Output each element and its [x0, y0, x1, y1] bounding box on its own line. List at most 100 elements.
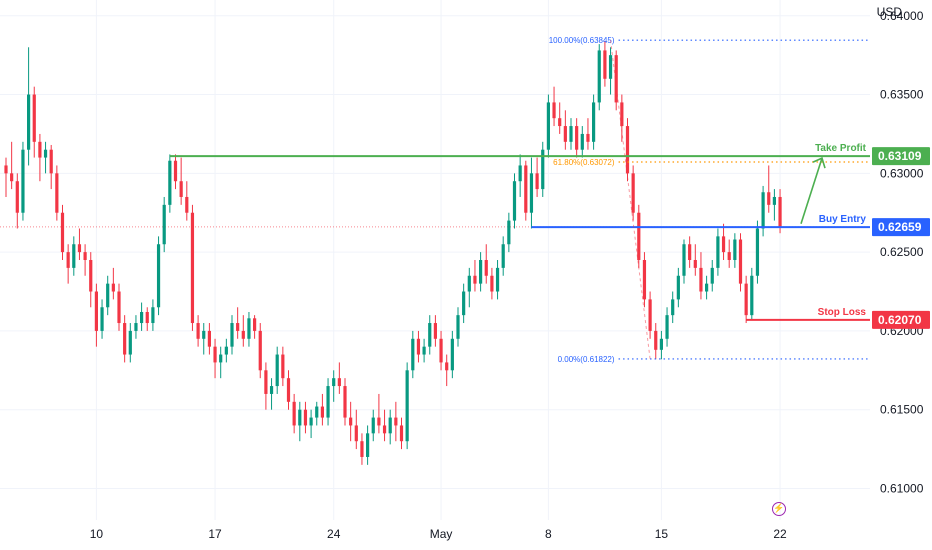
candle-body — [608, 55, 613, 79]
candle — [518, 154, 522, 197]
candle-body — [495, 267, 500, 292]
candle-body — [326, 386, 330, 418]
candle-body — [83, 252, 87, 260]
price-tick-label: 0.63500 — [880, 88, 924, 102]
candle-body — [450, 338, 454, 371]
candle — [614, 50, 618, 111]
time-axis[interactable]: 10 17 24 May 8 15 22 — [90, 527, 787, 541]
candle-body — [207, 330, 211, 347]
candle-body — [89, 260, 93, 292]
candle — [83, 244, 87, 276]
candle — [236, 307, 240, 339]
candle — [27, 47, 31, 166]
candle — [140, 302, 144, 331]
candle — [721, 223, 726, 260]
candle-body — [117, 291, 121, 324]
candle — [15, 173, 19, 229]
candle-body — [145, 312, 149, 324]
candle-body — [269, 386, 274, 394]
candle — [439, 330, 443, 371]
time-tick-label: 24 — [327, 527, 341, 541]
candle — [558, 102, 562, 134]
candle — [755, 220, 760, 284]
candle-body — [55, 173, 59, 213]
candle — [761, 185, 765, 237]
candle-body — [303, 409, 308, 426]
candle-body — [224, 346, 228, 355]
price-axis[interactable]: 0.640000.635000.630000.625000.620000.615… — [872, 9, 930, 496]
tradingview-logo-icon[interactable]: ⚡ — [772, 502, 786, 516]
candle — [377, 393, 381, 434]
candle — [337, 362, 341, 394]
candle-body — [467, 275, 471, 292]
candle-body — [38, 141, 42, 158]
candle — [608, 47, 613, 95]
candle — [247, 312, 251, 347]
candle-body — [66, 252, 70, 268]
candle — [179, 157, 183, 205]
candle-body — [507, 220, 511, 245]
candle-body — [388, 417, 392, 434]
candle-body — [196, 323, 200, 339]
candle — [94, 283, 98, 347]
candle-body — [676, 275, 680, 300]
candle — [123, 315, 127, 363]
level-badge: 0.62659 — [872, 218, 930, 237]
candle — [72, 236, 76, 276]
candle — [207, 323, 211, 355]
candle — [546, 94, 550, 158]
candle-body — [399, 425, 404, 442]
level-name: Buy Entry — [819, 214, 867, 225]
candle-body — [512, 181, 517, 221]
candle-body — [479, 260, 483, 284]
candle-body — [27, 94, 31, 150]
candle — [258, 323, 262, 379]
candle — [750, 267, 754, 320]
candle-body — [72, 244, 76, 268]
candle — [332, 370, 336, 402]
candle — [495, 260, 500, 300]
candle — [10, 141, 14, 190]
candle — [173, 154, 178, 190]
candle-body — [21, 149, 25, 213]
candle-body — [382, 425, 387, 434]
candle-body — [349, 417, 353, 426]
candle-body — [236, 323, 240, 331]
candle-body — [275, 354, 279, 387]
candle — [360, 433, 364, 465]
candle — [60, 204, 65, 260]
candle — [416, 330, 421, 363]
time-tick-label: 22 — [773, 527, 787, 541]
candle — [185, 181, 189, 221]
candle — [55, 165, 59, 221]
fib-trend-line — [610, 40, 651, 360]
candle — [349, 401, 353, 442]
candle — [778, 189, 782, 234]
candle — [303, 401, 308, 434]
candle — [699, 252, 703, 300]
candle — [156, 236, 161, 316]
candle — [665, 307, 669, 347]
candle-body — [354, 425, 358, 442]
fib-level-label: 100.00%(0.63845) — [549, 36, 615, 45]
level-badge-value: 0.62659 — [878, 220, 922, 234]
candle-body — [422, 346, 426, 355]
candle-body — [614, 55, 618, 103]
candle-body — [332, 378, 336, 387]
candle — [326, 378, 330, 426]
candle-body — [518, 165, 522, 182]
candle-body — [637, 212, 641, 260]
candle-body — [524, 165, 528, 213]
candle-body — [580, 133, 584, 150]
candle — [168, 154, 172, 213]
candle-body — [60, 212, 65, 253]
level-badge-bg — [872, 310, 930, 329]
candle-body — [501, 244, 505, 268]
candle-body — [230, 323, 234, 347]
candle — [309, 409, 313, 439]
candle-body — [671, 299, 675, 316]
candle-body — [32, 94, 36, 142]
candle — [648, 291, 652, 339]
candle — [524, 160, 528, 221]
